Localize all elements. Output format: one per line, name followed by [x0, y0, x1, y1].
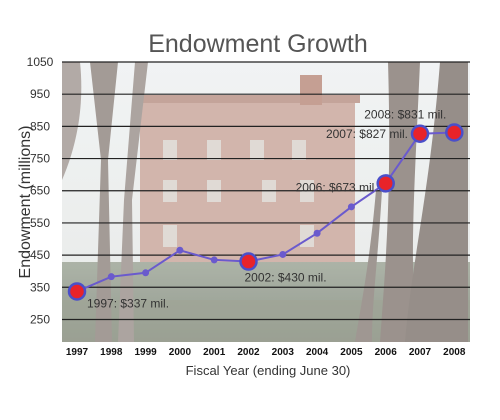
y-axis-label: Endowment (millions) — [17, 126, 34, 279]
x-tick-label: 2005 — [340, 347, 363, 358]
background-photo — [62, 62, 470, 342]
annotation-2008: 2008: $831 mil. — [364, 107, 446, 121]
y-tick-label: 650 — [30, 184, 50, 198]
annotation-2007: 2007: $827 mil. — [326, 127, 408, 141]
data-point — [279, 250, 287, 258]
x-tick-label: 2001 — [203, 347, 226, 358]
data-point — [107, 273, 115, 281]
x-tick-label: 2000 — [169, 347, 192, 358]
y-tick-label: 550 — [30, 216, 50, 230]
x-tick-label: 2008 — [443, 347, 466, 358]
x-axis-ticks: 1997 1998 1999 2000 2001 2002 2003 2004 … — [66, 347, 466, 358]
x-tick-label: 1997 — [66, 347, 89, 358]
x-tick-label: 2006 — [375, 347, 398, 358]
x-tick-label: 1999 — [134, 347, 157, 358]
gridlines — [62, 61, 470, 321]
annotation-1997: 1997: $337 mil. — [87, 296, 169, 310]
data-points — [67, 123, 464, 301]
x-tick-label: 1998 — [100, 347, 123, 358]
data-point — [142, 269, 150, 277]
x-tick-label: 2002 — [237, 347, 260, 358]
highlighted-data-point — [239, 252, 258, 271]
highlighted-data-point — [67, 282, 87, 301]
y-axis-ticks: 250 350 450 550 650 750 850 950 1050 — [27, 55, 54, 326]
highlighted-data-point — [410, 124, 430, 144]
x-axis-label: Fiscal Year (ending June 30) — [186, 363, 351, 378]
y-tick-label: 450 — [30, 248, 50, 262]
y-tick-label: 750 — [30, 152, 50, 166]
y-tick-label: 1050 — [27, 55, 54, 69]
annotations: 1997: $337 mil. 2002: $430 mil. 2006: $6… — [87, 107, 446, 310]
y-tick-label: 850 — [30, 119, 50, 133]
highlighted-data-point — [445, 123, 464, 142]
x-tick-label: 2007 — [409, 347, 432, 358]
data-point — [313, 229, 321, 237]
y-tick-label: 950 — [30, 87, 50, 101]
highlighted-data-point — [376, 174, 395, 193]
x-tick-label: 2004 — [306, 347, 329, 358]
y-tick-label: 250 — [30, 312, 50, 326]
annotation-2006: 2006: $673 mil. — [296, 180, 378, 194]
data-point — [347, 203, 355, 211]
x-tick-label: 2003 — [272, 347, 295, 358]
data-point — [210, 256, 218, 264]
data-point — [176, 246, 184, 254]
annotation-2002: 2002: $430 mil. — [245, 271, 327, 285]
y-tick-label: 350 — [30, 280, 50, 294]
chart-title: Endowment Growth — [148, 30, 368, 58]
series-line — [76, 131, 455, 293]
